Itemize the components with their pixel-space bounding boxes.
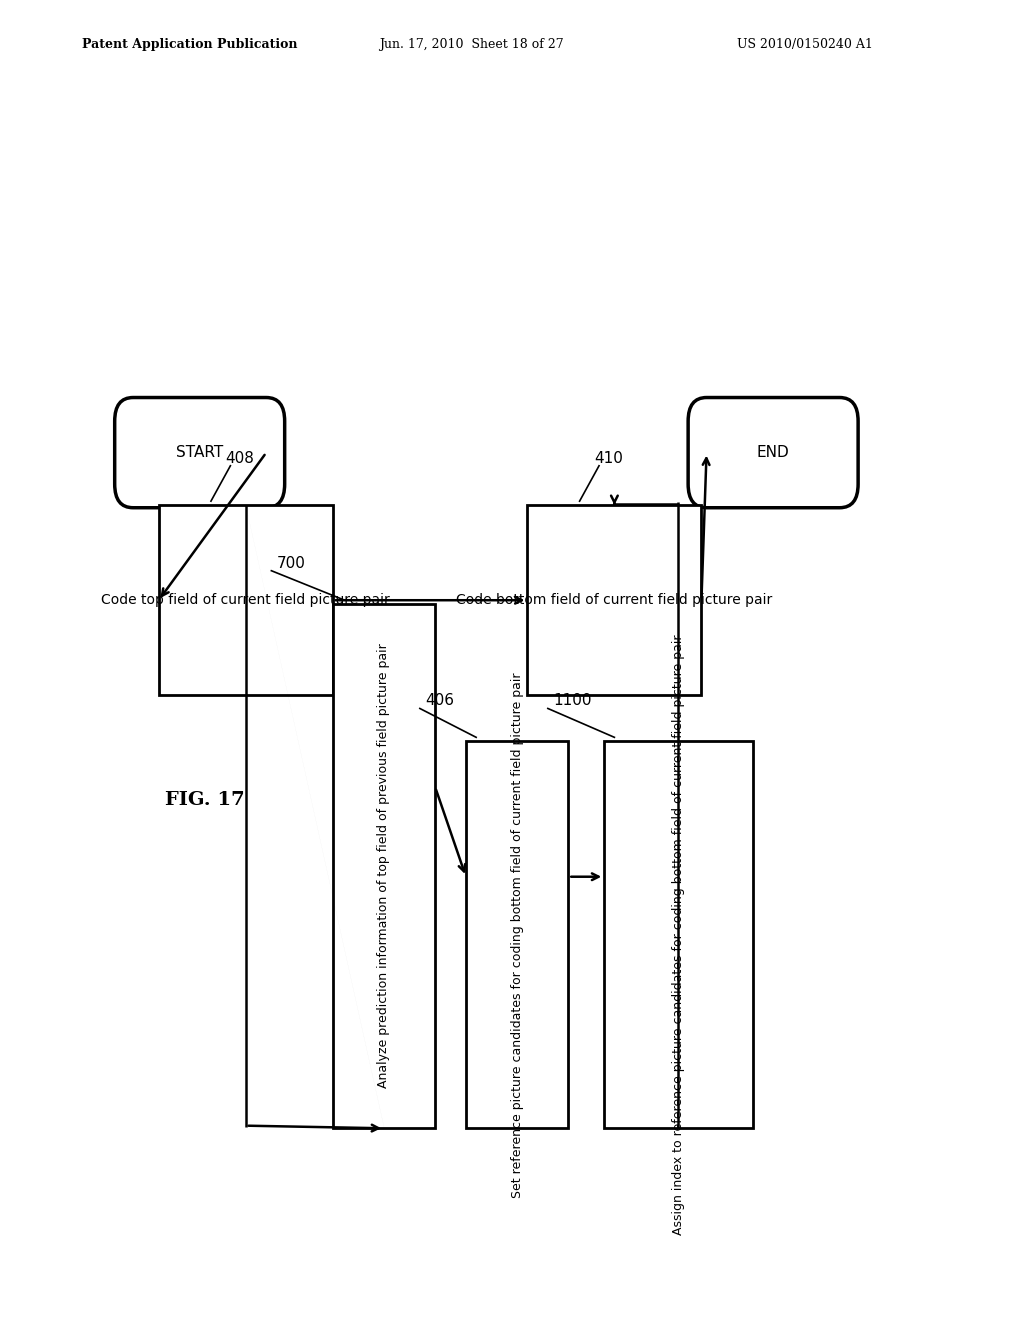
Text: Analyze prediction information of top field of previous field picture pair: Analyze prediction information of top fi… <box>378 644 390 1088</box>
Bar <box>159 506 333 696</box>
Text: Code bottom field of current field picture pair: Code bottom field of current field pictu… <box>457 593 772 607</box>
Bar <box>333 603 435 1129</box>
Text: Set reference picture candidates for coding bottom field of current field pictur: Set reference picture candidates for cod… <box>511 672 523 1197</box>
Bar <box>604 742 753 1129</box>
Text: 406: 406 <box>425 693 454 709</box>
Text: 410: 410 <box>594 450 623 466</box>
Bar <box>466 742 568 1129</box>
Text: 700: 700 <box>276 556 305 570</box>
Text: START: START <box>176 445 223 461</box>
Text: Assign index to reference picture candidates for coding bottom field of current : Assign index to reference picture candid… <box>672 635 685 1236</box>
Bar <box>527 506 701 696</box>
Text: 408: 408 <box>225 450 254 466</box>
Text: Jun. 17, 2010  Sheet 18 of 27: Jun. 17, 2010 Sheet 18 of 27 <box>379 37 563 50</box>
Text: END: END <box>757 445 790 461</box>
FancyBboxPatch shape <box>688 397 858 508</box>
FancyBboxPatch shape <box>115 397 285 508</box>
Text: Code top field of current field picture pair: Code top field of current field picture … <box>101 593 390 607</box>
Text: US 2010/0150240 A1: US 2010/0150240 A1 <box>737 37 873 50</box>
Text: 1100: 1100 <box>553 693 592 709</box>
Text: Patent Application Publication: Patent Application Publication <box>82 37 297 50</box>
Text: FIG. 17: FIG. 17 <box>165 791 245 809</box>
